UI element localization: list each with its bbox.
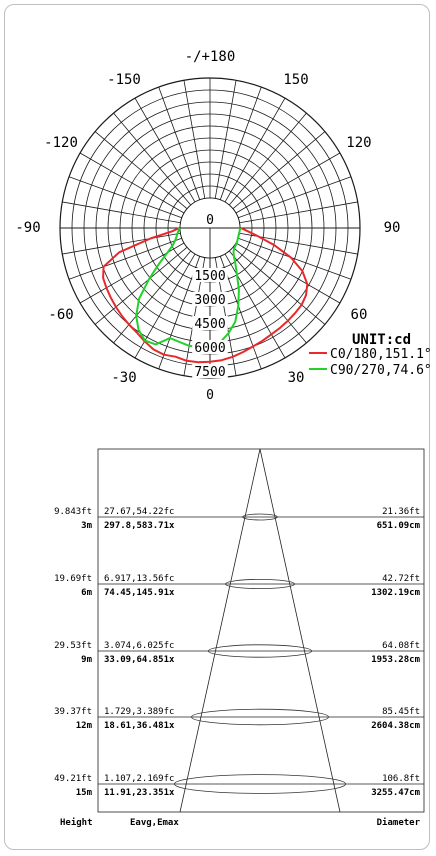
angle-label: 30 xyxy=(288,370,305,386)
eavg-fc: 27.67,54.22fc xyxy=(104,507,174,517)
polar-spoke xyxy=(232,246,326,325)
eavg-fc: 6.917,13.56fc xyxy=(104,574,174,584)
height-m: 9m xyxy=(81,655,92,665)
angle-label: 120 xyxy=(346,135,371,151)
height-m: 12m xyxy=(76,721,93,731)
diameter-cm: 3255.47cm xyxy=(371,788,420,798)
beam-ellipse xyxy=(173,774,347,794)
polar-spoke xyxy=(228,250,307,344)
height-m: 15m xyxy=(76,788,93,798)
angle-label: -120 xyxy=(44,135,78,151)
cone-edge-left xyxy=(179,448,261,813)
series-curve-1 xyxy=(135,227,242,349)
polar-spoke xyxy=(214,80,237,199)
footer-height: Height xyxy=(60,817,93,828)
polar-spoke xyxy=(224,253,286,359)
beam-ellipse xyxy=(207,644,313,658)
polar-spoke xyxy=(68,176,182,219)
diameter-ft: 106.8ft xyxy=(382,774,420,784)
beam-ellipse xyxy=(191,708,329,726)
legend-entry-1: C90/270,74.6° xyxy=(330,363,432,378)
diameter-cm: 2604.38cm xyxy=(371,721,420,731)
eavg-fc: 1.107,2.169fc xyxy=(104,774,174,784)
radial-label-bg xyxy=(192,292,228,306)
polar-spoke xyxy=(232,131,326,210)
beam-ellipse xyxy=(225,579,295,590)
eavg-lx: 11.91,23.351x xyxy=(104,788,175,798)
polar-spoke xyxy=(238,237,352,280)
polar-spoke xyxy=(219,86,262,200)
height-ft: 19.69ft xyxy=(54,574,92,584)
angle-label: -60 xyxy=(48,307,73,323)
diameter-ft: 64.08ft xyxy=(382,641,420,651)
polar-spoke xyxy=(183,80,206,199)
cone-frame xyxy=(97,448,425,813)
radial-label-bg xyxy=(192,268,228,282)
diameter-cm: 651.09cm xyxy=(377,521,421,531)
polar-spoke xyxy=(239,201,358,224)
polar-spoke xyxy=(235,152,341,214)
diameter-cm: 1302.19cm xyxy=(371,588,420,598)
height-ft: 9.843ft xyxy=(54,507,92,517)
beam-ellipse xyxy=(242,513,278,521)
angle-label: -/+180 xyxy=(185,49,236,65)
eavg-lx: 297.8,583.71x xyxy=(104,521,175,531)
angle-label: 90 xyxy=(384,220,401,236)
polar-spoke xyxy=(235,242,341,304)
polar-spoke xyxy=(113,112,192,206)
eavg-lx: 74.45,145.91x xyxy=(104,588,175,598)
diameter-ft: 21.36ft xyxy=(382,507,420,517)
height-ft: 49.21ft xyxy=(54,774,92,784)
series-curve-0 xyxy=(102,227,309,364)
angle-label: -30 xyxy=(111,370,136,386)
polar-spoke xyxy=(238,176,352,219)
angle-label: -90 xyxy=(15,220,40,236)
legend-entry-0: C0/180,151.1° xyxy=(330,347,432,362)
angle-label: 150 xyxy=(283,72,308,88)
polar-spoke xyxy=(94,131,188,210)
radial-label: 4500 xyxy=(194,317,225,332)
cone-edge-right xyxy=(259,448,341,813)
polar-spoke xyxy=(134,97,196,203)
polar-spoke xyxy=(68,237,182,280)
radial-label-bg xyxy=(192,364,228,378)
footer-diameter: Diameter xyxy=(377,817,421,828)
height-m: 6m xyxy=(81,588,92,598)
eavg-fc: 1.729,3.389fc xyxy=(104,707,174,717)
eavg-lx: 33.09,64.851x xyxy=(104,655,175,665)
eavg-lx: 18.61,36.481x xyxy=(104,721,175,731)
height-m: 3m xyxy=(81,521,92,531)
eavg-fc: 3.074,6.025fc xyxy=(104,641,174,651)
polar-spoke xyxy=(94,246,188,325)
radial-label: 6000 xyxy=(194,341,225,356)
height-ft: 29.53ft xyxy=(54,641,92,651)
polar-spoke xyxy=(79,152,185,214)
footer-eavg: Eavg,Emax xyxy=(130,818,179,828)
polar-spoke xyxy=(113,250,192,344)
polar-spoke xyxy=(62,232,181,255)
radial-label: 7500 xyxy=(194,365,225,380)
diameter-cm: 1953.28cm xyxy=(371,655,420,665)
radial-label-bg xyxy=(192,316,228,330)
radial-label: 1500 xyxy=(194,269,225,284)
polar-spoke xyxy=(224,97,286,203)
photometric-card xyxy=(4,4,430,850)
polar-spoke xyxy=(158,86,201,200)
polar-spoke xyxy=(228,112,307,206)
radial-label: 3000 xyxy=(194,293,225,308)
unit-label: UNIT:cd xyxy=(352,332,411,348)
angle-label: -150 xyxy=(107,72,141,88)
radial-label-bg xyxy=(192,340,228,354)
polar-distribution-chart: 0 1500 3000 4500 6000 7500 0 -/+180 150 -150 120 -1… xyxy=(15,49,432,403)
diameter-ft: 42.72ft xyxy=(382,574,420,584)
radial-label: 0 xyxy=(206,213,214,228)
angle-label: 0 xyxy=(206,388,214,403)
polar-spoke xyxy=(62,201,181,224)
angle-label: 60 xyxy=(351,307,368,323)
diameter-ft: 85.45ft xyxy=(382,707,420,717)
height-ft: 39.37ft xyxy=(54,707,92,717)
